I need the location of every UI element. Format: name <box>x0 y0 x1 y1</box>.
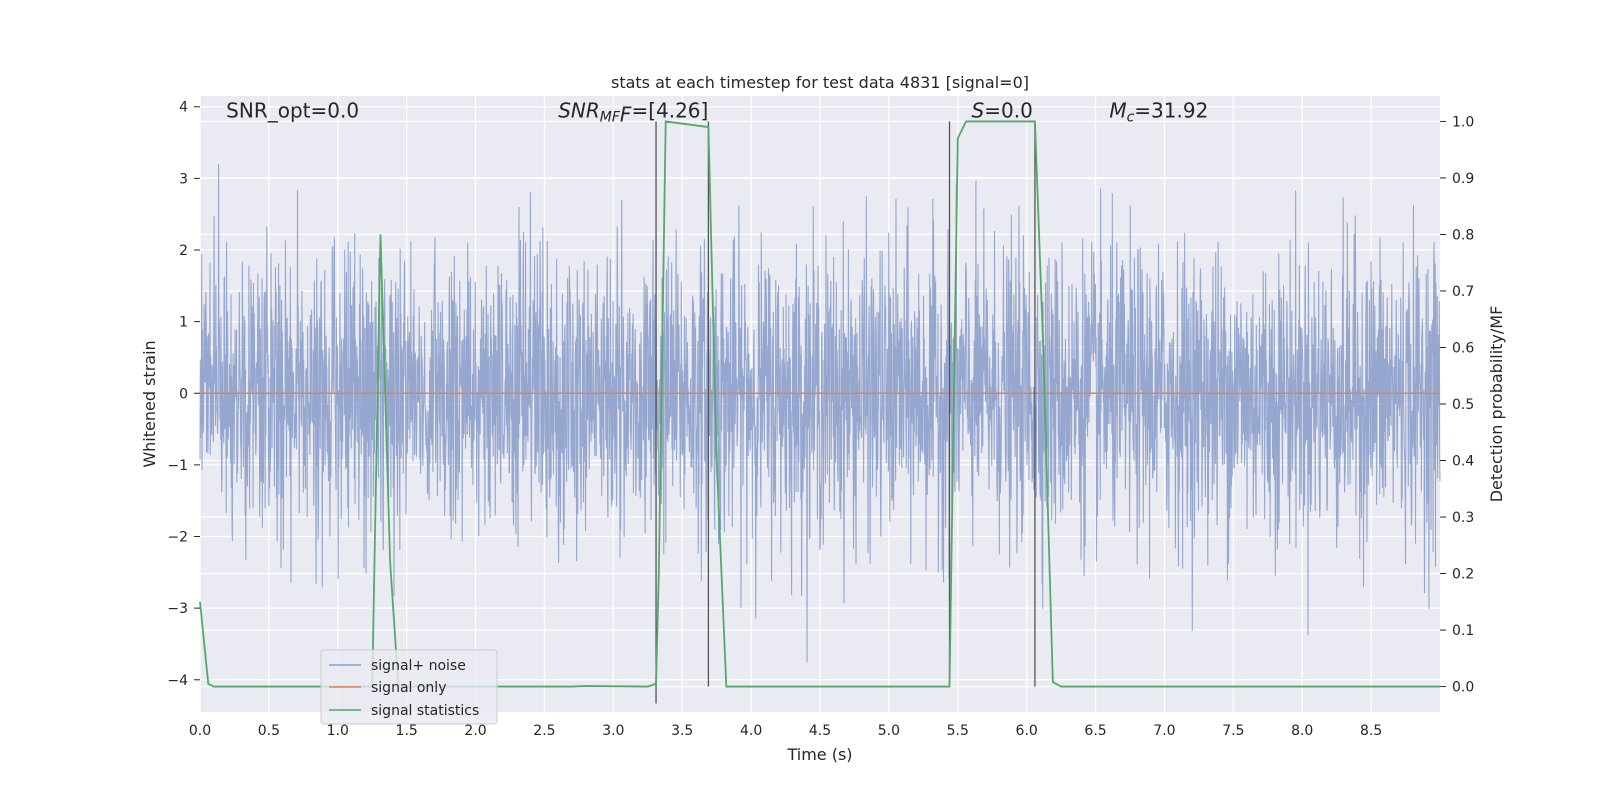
legend-label-signal-statistics: signal statistics <box>371 703 479 719</box>
y-tick-label: 2 <box>179 243 188 259</box>
x-tick-label: 0.5 <box>258 723 280 739</box>
y2-tick-label: 0.0 <box>1452 680 1474 696</box>
x-tick-label: 6.0 <box>1016 723 1038 739</box>
x-tick-label: 0.0 <box>189 723 211 739</box>
x-axis-label: Time (s) <box>786 745 852 764</box>
x-tick-label: 2.0 <box>464 723 486 739</box>
y2-tick-label: 0.7 <box>1452 284 1474 300</box>
y2-tick-label: 0.1 <box>1452 623 1474 639</box>
vertical-markers <box>655 121 1036 704</box>
x-tick-label: 7.5 <box>1222 723 1244 739</box>
x-tick-label: 7.0 <box>1153 723 1175 739</box>
y-tick-label: 0 <box>179 386 188 402</box>
y2-ticks: 1.0 0.9 0.8 0.7 0.6 0.5 0.4 0.3 0.2 0.1 0.0 <box>1440 114 1474 696</box>
y2-axis-label: Detection probability/MF <box>1487 306 1506 503</box>
y-axis-label: Whitened strain <box>140 340 159 467</box>
y-tick-label: 3 <box>179 171 188 187</box>
y-tick-label: −3 <box>167 601 188 617</box>
y2-tick-label: 0.5 <box>1452 397 1474 413</box>
y-tick-label: −4 <box>167 673 188 689</box>
x-tick-label: 4.5 <box>809 723 831 739</box>
x-tick-label: 3.5 <box>671 723 693 739</box>
annotation: SNR_opt=0.0 <box>226 98 359 122</box>
annotation: S=0.0 <box>972 98 1033 122</box>
annotation: Mc=31.92 <box>1109 98 1208 125</box>
x-tick-label: 8.0 <box>1291 723 1313 739</box>
x-tick-label: 5.0 <box>878 723 900 739</box>
x-tick-label: 1.0 <box>327 723 349 739</box>
y-tick-label: 4 <box>179 100 188 116</box>
legend-label-signal-noise: signal+ noise <box>371 658 466 674</box>
y2-tick-label: 0.3 <box>1452 510 1474 526</box>
y-tick-label: −2 <box>167 530 188 546</box>
x-ticks: 0.0 0.5 1.0 1.5 2.0 2.5 3.0 3.5 4.0 4.5 5.0 5.5 6.0 6… <box>189 723 1382 739</box>
chart-title: stats at each timestep for test data 483… <box>611 73 1029 92</box>
series-signal-statistics <box>199 120 1440 688</box>
y2-tick-label: 0.2 <box>1452 567 1474 583</box>
annotation: SNRMFF=[4.26] <box>558 98 708 126</box>
y2-tick-label: 0.8 <box>1452 227 1474 243</box>
y2-tick-label: 1.0 <box>1452 114 1474 130</box>
x-tick-label: 4.0 <box>740 723 762 739</box>
x-tick-label: 6.5 <box>1084 723 1106 739</box>
legend-box <box>320 649 498 725</box>
signal-statistics-line <box>199 120 1440 688</box>
x-tick-label: 3.0 <box>602 723 624 739</box>
legend-label-signal-only: signal only <box>371 680 446 696</box>
annotations: SNR_opt=0.0 SNRMFF=[4.26] S=0.0 Mc=31.92 <box>226 98 1208 126</box>
x-tick-label: 2.5 <box>533 723 555 739</box>
y-tick-label: −1 <box>167 458 188 474</box>
y2-tick-label: 0.6 <box>1452 340 1474 356</box>
y-ticks: 4 3 2 1 0 −1 −2 −3 −4 <box>167 100 200 689</box>
legend: signal+ noise signal only signal statist… <box>320 649 498 725</box>
y2-tick-label: 0.9 <box>1452 171 1474 187</box>
y-tick-label: 1 <box>179 315 188 331</box>
x-tick-label: 1.5 <box>396 723 418 739</box>
x-tick-label: 8.5 <box>1360 723 1382 739</box>
x-tick-label: 5.5 <box>947 723 969 739</box>
y2-tick-label: 0.4 <box>1452 454 1474 470</box>
